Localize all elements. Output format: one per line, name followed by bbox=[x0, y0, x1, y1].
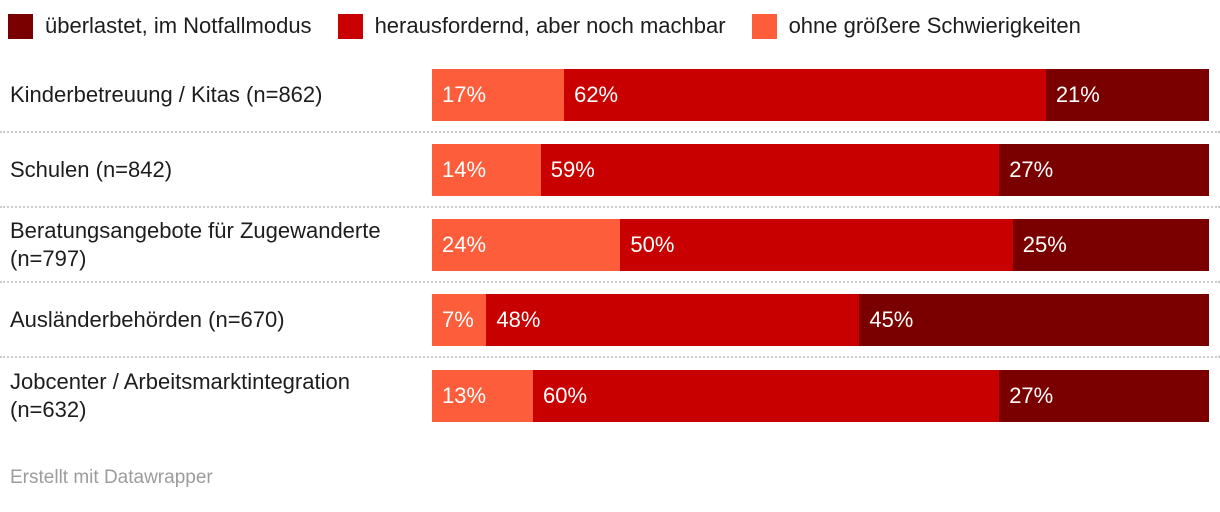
value-label: 48% bbox=[496, 306, 541, 332]
bar-segment[interactable]: 60% bbox=[533, 369, 1000, 422]
legend-swatch bbox=[8, 13, 33, 39]
category-label: Kinderbetreuung / Kitas (n=862) bbox=[10, 81, 323, 107]
bar-segment[interactable]: 17% bbox=[432, 68, 565, 121]
chart-row: Jobcenter / Arbeitsmarktintegration (n=6… bbox=[0, 358, 1220, 433]
stacked-bar: 24% 50% 25% bbox=[432, 218, 1209, 271]
category-label: Ausländerbehörden (n=670) bbox=[10, 306, 285, 332]
value-label: 27% bbox=[1009, 382, 1054, 408]
legend-item-overloaded: überlastet, im Notfallmodus bbox=[8, 13, 312, 39]
value-label: 45% bbox=[869, 306, 914, 332]
value-label: 25% bbox=[1022, 231, 1067, 257]
value-label: 62% bbox=[574, 81, 619, 107]
stacked-bar: 7% 48% 45% bbox=[432, 293, 1209, 346]
chart-rows: Kinderbetreuung / Kitas (n=862) 17% 62% 21%… bbox=[0, 58, 1220, 433]
bar-segment[interactable]: 27% bbox=[999, 369, 1209, 422]
bar-segment[interactable]: 7% bbox=[432, 293, 487, 346]
stacked-bar: 14% 59% 27% bbox=[432, 143, 1209, 196]
bar-segment[interactable]: 21% bbox=[1045, 68, 1209, 121]
chart-row: Beratungsangebote für Zugewanderte (n=79… bbox=[0, 208, 1220, 283]
legend: überlastet, im Notfallmodus herausforder… bbox=[8, 12, 1220, 40]
value-label: 50% bbox=[630, 231, 675, 257]
legend-label: herausfordernd, aber noch machbar bbox=[374, 13, 726, 38]
chart-row: Kinderbetreuung / Kitas (n=862) 17% 62% 21% bbox=[0, 58, 1220, 133]
bar-segment[interactable]: 25% bbox=[1012, 218, 1209, 271]
bar-segment[interactable]: 48% bbox=[486, 293, 860, 346]
bar-segment[interactable]: 62% bbox=[564, 68, 1046, 121]
stacked-bar: 13% 60% 27% bbox=[432, 369, 1209, 422]
legend-label: überlastet, im Notfallmodus bbox=[45, 13, 312, 38]
value-label: 27% bbox=[1009, 156, 1054, 182]
value-label: 14% bbox=[442, 156, 487, 182]
value-label: 24% bbox=[442, 231, 487, 257]
bar-segment[interactable]: 50% bbox=[620, 218, 1013, 271]
legend-label: ohne größere Schwierigkeiten bbox=[788, 13, 1081, 38]
value-label: 13% bbox=[442, 382, 487, 408]
attribution-link[interactable]: Erstellt mit Datawrapper bbox=[10, 467, 213, 488]
value-label: 21% bbox=[1055, 81, 1100, 107]
legend-item-challenging: herausfordernd, aber noch machbar bbox=[337, 13, 726, 39]
bar-segment[interactable]: 24% bbox=[432, 218, 621, 271]
chart-row: Ausländerbehörden (n=670) 7% 48% 45% bbox=[0, 283, 1220, 358]
category-label: Beratungsangebote für Zugewanderte (n=79… bbox=[10, 217, 381, 271]
bar-segment[interactable]: 45% bbox=[859, 293, 1209, 346]
legend-swatch bbox=[337, 13, 363, 39]
stacked-bar: 17% 62% 21% bbox=[432, 68, 1209, 121]
value-label: 60% bbox=[543, 382, 588, 408]
legend-item-no-difficulties: ohne größere Schwierigkeiten bbox=[751, 13, 1081, 39]
bar-segment[interactable]: 13% bbox=[432, 369, 533, 422]
bar-segment[interactable]: 14% bbox=[432, 143, 541, 196]
category-label: Jobcenter / Arbeitsmarktintegration (n=6… bbox=[10, 368, 350, 422]
bar-segment[interactable]: 27% bbox=[999, 143, 1209, 196]
value-label: 17% bbox=[442, 81, 487, 107]
bar-segment[interactable]: 59% bbox=[540, 143, 1000, 196]
category-label: Schulen (n=842) bbox=[10, 156, 173, 182]
legend-swatch bbox=[751, 13, 777, 39]
value-label: 7% bbox=[442, 306, 474, 332]
chart-row: Schulen (n=842) 14% 59% 27% bbox=[0, 133, 1220, 208]
value-label: 59% bbox=[550, 156, 595, 182]
